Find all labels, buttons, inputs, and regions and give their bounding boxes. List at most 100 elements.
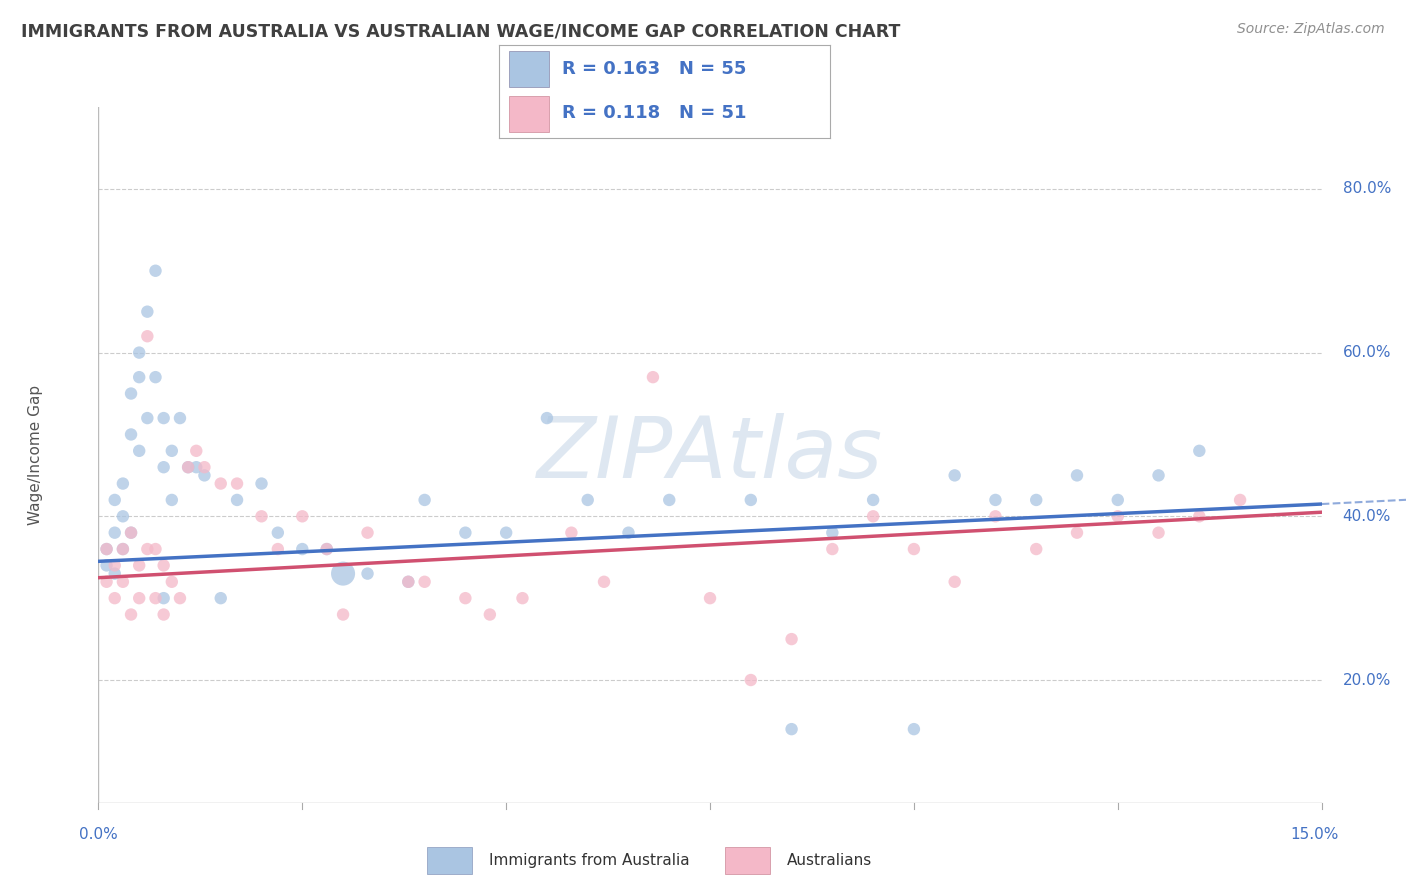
Text: 80.0%: 80.0% bbox=[1343, 181, 1391, 196]
Point bbox=[593, 574, 616, 589]
Point bbox=[160, 443, 183, 458]
Point bbox=[267, 525, 290, 540]
Point bbox=[193, 468, 215, 483]
Point bbox=[226, 492, 249, 507]
Point bbox=[291, 509, 314, 524]
Point bbox=[169, 411, 191, 425]
Text: R = 0.118   N = 51: R = 0.118 N = 51 bbox=[562, 104, 747, 122]
Text: 15.0%: 15.0% bbox=[1291, 827, 1339, 841]
Point bbox=[104, 492, 127, 507]
Point bbox=[1107, 509, 1129, 524]
Point bbox=[267, 542, 290, 557]
Point bbox=[96, 542, 118, 557]
Point bbox=[209, 591, 232, 606]
Point bbox=[903, 542, 925, 557]
Point bbox=[1025, 492, 1047, 507]
Point bbox=[740, 673, 762, 687]
Point bbox=[152, 411, 174, 425]
Bar bbox=[509, 51, 548, 87]
Point bbox=[177, 460, 200, 475]
Point bbox=[209, 476, 232, 491]
Point bbox=[128, 345, 150, 359]
Bar bbox=[427, 847, 472, 874]
Point bbox=[186, 443, 208, 458]
Text: 60.0%: 60.0% bbox=[1343, 345, 1391, 360]
Point bbox=[111, 574, 134, 589]
Text: ZIPAtlas: ZIPAtlas bbox=[537, 413, 883, 497]
Point bbox=[111, 542, 134, 557]
Text: IMMIGRANTS FROM AUSTRALIA VS AUSTRALIAN WAGE/INCOME GAP CORRELATION CHART: IMMIGRANTS FROM AUSTRALIA VS AUSTRALIAN … bbox=[21, 22, 900, 40]
Text: Immigrants from Australia: Immigrants from Australia bbox=[489, 854, 690, 868]
Point bbox=[454, 525, 477, 540]
Point bbox=[454, 591, 477, 606]
Point bbox=[984, 509, 1007, 524]
Point bbox=[186, 460, 208, 475]
Point bbox=[152, 591, 174, 606]
Point bbox=[128, 443, 150, 458]
Point bbox=[512, 591, 534, 606]
Text: 40.0%: 40.0% bbox=[1343, 508, 1391, 524]
Point bbox=[984, 492, 1007, 507]
Point bbox=[120, 525, 142, 540]
Point bbox=[145, 591, 167, 606]
Point bbox=[250, 476, 273, 491]
Text: Wage/Income Gap: Wage/Income Gap bbox=[28, 384, 42, 525]
Point bbox=[96, 574, 118, 589]
Point bbox=[658, 492, 681, 507]
Point bbox=[1066, 468, 1088, 483]
Point bbox=[413, 574, 436, 589]
Point bbox=[780, 632, 803, 646]
Point bbox=[1188, 509, 1211, 524]
Point bbox=[96, 542, 118, 557]
Point bbox=[160, 574, 183, 589]
Point bbox=[145, 264, 167, 278]
Point bbox=[1107, 492, 1129, 507]
Point bbox=[152, 558, 174, 573]
Point bbox=[104, 525, 127, 540]
Point bbox=[1188, 443, 1211, 458]
Point bbox=[152, 607, 174, 622]
Point bbox=[536, 411, 558, 425]
Point bbox=[332, 607, 354, 622]
Point bbox=[160, 492, 183, 507]
Point bbox=[356, 566, 378, 581]
Point bbox=[193, 460, 215, 475]
Point bbox=[120, 386, 142, 401]
Point bbox=[250, 509, 273, 524]
Point bbox=[740, 492, 762, 507]
Point bbox=[128, 558, 150, 573]
Point bbox=[396, 574, 419, 589]
Point bbox=[862, 509, 884, 524]
Point bbox=[495, 525, 517, 540]
Point bbox=[315, 542, 337, 557]
Point bbox=[413, 492, 436, 507]
Point bbox=[169, 591, 191, 606]
Point bbox=[120, 607, 142, 622]
Point bbox=[111, 509, 134, 524]
Point bbox=[136, 329, 159, 343]
Point bbox=[104, 591, 127, 606]
Text: 0.0%: 0.0% bbox=[79, 827, 118, 841]
Point bbox=[145, 542, 167, 557]
Text: R = 0.163   N = 55: R = 0.163 N = 55 bbox=[562, 61, 747, 78]
Point bbox=[152, 460, 174, 475]
Point bbox=[1025, 542, 1047, 557]
Point bbox=[136, 304, 159, 318]
Point bbox=[560, 525, 582, 540]
Point bbox=[104, 558, 127, 573]
Point bbox=[177, 460, 200, 475]
Point bbox=[128, 591, 150, 606]
Point bbox=[478, 607, 501, 622]
Point bbox=[576, 492, 599, 507]
Point bbox=[699, 591, 721, 606]
Point bbox=[128, 370, 150, 384]
Point bbox=[396, 574, 419, 589]
Point bbox=[145, 370, 167, 384]
Point bbox=[821, 525, 844, 540]
Point bbox=[111, 476, 134, 491]
Text: Source: ZipAtlas.com: Source: ZipAtlas.com bbox=[1237, 22, 1385, 37]
Point bbox=[315, 542, 337, 557]
Point bbox=[104, 566, 127, 581]
Point bbox=[862, 492, 884, 507]
Point bbox=[120, 525, 142, 540]
